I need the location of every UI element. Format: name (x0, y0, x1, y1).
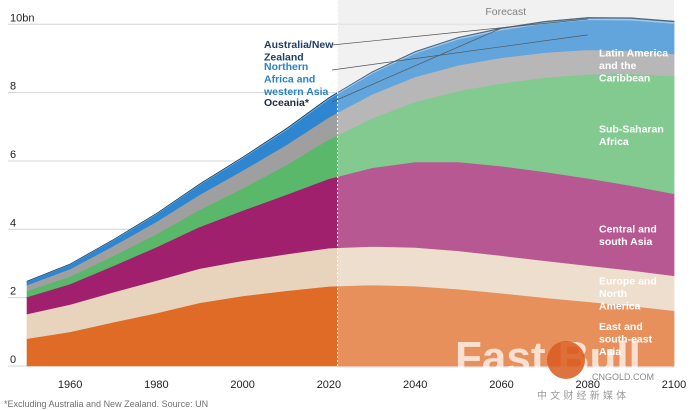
label-australia-new-zealand: Australia/New Zealand (264, 39, 334, 64)
x-tick-label: 2080 (575, 379, 599, 391)
y-tick-label: 2 (10, 286, 16, 298)
x-tick-label: 1980 (144, 379, 168, 391)
label-sub-saharan-africa: Sub-Saharan Africa (599, 124, 664, 149)
footnote: *Excluding Australia and New Zealand. So… (4, 399, 208, 409)
label-central-and-south-asia: Central and south Asia (599, 224, 657, 249)
forecast-label: Forecast (485, 6, 526, 18)
watermark-logo (547, 341, 585, 379)
leader-northern-africa-and-western-asia (331, 34, 588, 71)
y-tick-label: 10bn (10, 12, 34, 24)
series-labels: Latin America and the Caribbean Sub-Saharan… (263, 18, 668, 358)
label-northern-africa-and-western-asia: Northern Africa and western Asia (263, 61, 329, 98)
label-east-and-south-east-asia: East and south-east Asia (599, 321, 653, 358)
x-tick-label: 2000 (230, 379, 254, 391)
watermark-site: CNGOLD.COM (592, 372, 654, 382)
x-axis-ticks: 1960 1980 2000 2020 2040 2060 2080 2100 (58, 379, 686, 391)
x-tick-label: 2060 (489, 379, 513, 391)
forecast-overlay (337, 0, 674, 366)
label-europe-and-north-america: Europe and North America (599, 276, 657, 313)
leader-oceania (331, 27, 502, 103)
x-tick-label: 2020 (317, 379, 341, 391)
x-tick-label: 2040 (403, 379, 427, 391)
y-axis-ticks: 0 2 4 6 8 10bn (10, 12, 34, 366)
series-areas (26, 17, 675, 367)
watermark-cn: 中 文 财 经 新 媒 体 (537, 389, 626, 402)
forecast-boundary (337, 0, 674, 366)
y-tick-label: 0 (10, 354, 16, 366)
y-tick-label: 6 (10, 149, 16, 161)
leader-australia-new-zealand (331, 18, 588, 46)
x-tick-label: 2100 (662, 379, 686, 391)
y-tick-label: 8 (10, 81, 16, 93)
label-latin-america-and-the-caribbean: Latin America and the Caribbean (599, 48, 668, 85)
x-tick-label: 1960 (58, 379, 82, 391)
watermark: Fast Bull CNGOLD.COM 中 文 财 经 新 媒 体 (455, 333, 654, 402)
label-oceania: Oceania* (264, 97, 310, 109)
y-tick-label: 4 (10, 217, 16, 229)
area-oceania (26, 17, 675, 282)
